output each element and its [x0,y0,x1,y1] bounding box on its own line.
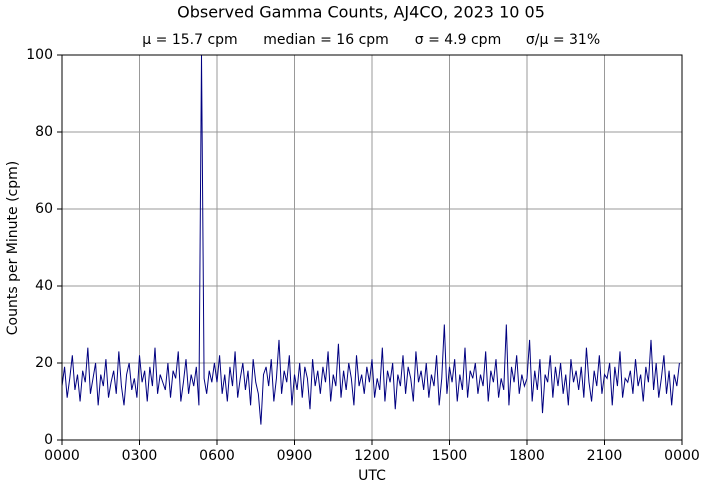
y-tick-label: 0 [44,432,53,448]
y-tick-label: 80 [35,124,53,140]
y-tick-label: 20 [35,355,53,371]
x-axis-label: UTC [358,468,386,484]
x-tick-label: 0900 [277,448,313,464]
subtitle-stat: σ/μ = 31% [526,32,600,48]
data-line [62,55,680,425]
y-tick-label: 40 [35,278,53,294]
subtitle-stat: σ = 4.9 cpm [415,32,501,48]
x-tick-label: 1200 [354,448,390,464]
y-axis-label: Counts per Minute (cpm) [5,161,21,335]
y-tick-label: 100 [26,47,53,63]
x-tick-label: 0000 [44,448,80,464]
subtitle-stat: μ = 15.7 cpm [142,32,237,48]
x-tick-label: 1500 [432,448,468,464]
subtitle-stat: median = 16 cpm [263,32,389,48]
plot-frame [61,54,683,441]
x-tick-label: 1800 [509,448,545,464]
y-tick-label: 60 [35,201,53,217]
x-tick-label: 0300 [122,448,158,464]
chart-title: Observed Gamma Counts, AJ4CO, 2023 10 05 [177,3,545,22]
x-tick-label: 0600 [199,448,235,464]
x-tick-label: 0000 [664,448,700,464]
x-tick-label: 2100 [587,448,623,464]
